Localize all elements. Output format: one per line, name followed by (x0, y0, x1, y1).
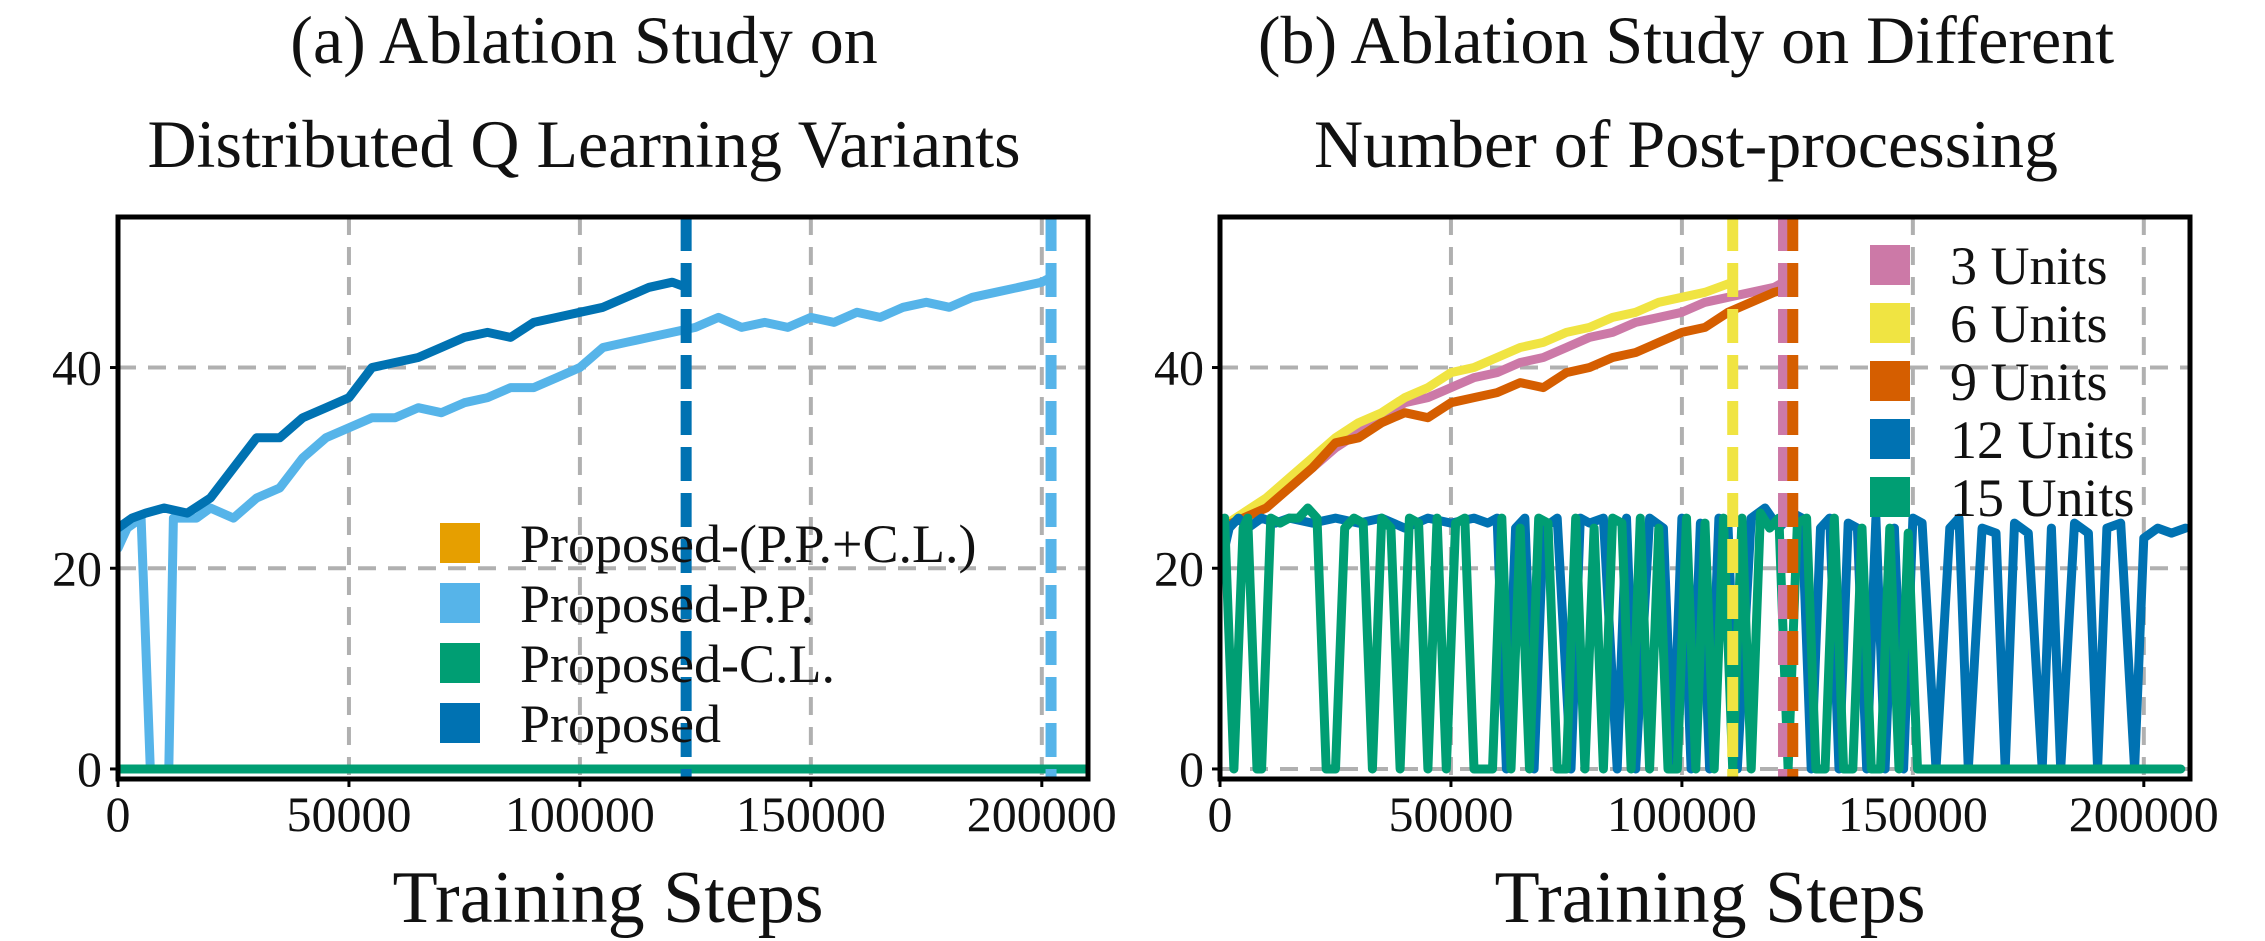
chart-b-x-tick-label: 150000 (1838, 786, 1988, 842)
chart-a-xlabel: Training Steps (392, 857, 823, 939)
chart-b-series-line-9-units (1220, 282, 1798, 533)
chart-b-xlabel: Training Steps (1494, 857, 1925, 939)
chart-b-axes-frame (1217, 214, 2193, 782)
chart-b-legend-swatch-9-units (1870, 361, 1910, 401)
chart-b-x-tick-label: 0 (1208, 786, 1233, 842)
chart-b-plot-area (1220, 217, 2190, 779)
chart-b-title-line-2: Number of Post-processing (1314, 106, 2058, 182)
chart-a-y-tick-label: 20 (52, 540, 102, 596)
chart-b-series-line-6-units (1220, 277, 1738, 533)
panel-a: (a) Ablation Study on Distributed Q Lear… (52, 2, 1117, 939)
chart-a-plot-area (118, 217, 1088, 779)
chart-a-series-line-proposed-p-p (118, 272, 1056, 774)
chart-b-legend-label-15-units: 15 Units (1950, 468, 2135, 528)
chart-a-axes-frame (115, 214, 1091, 782)
chart-a-legend-label-proposed-c-l: Proposed-C.L. (520, 634, 835, 694)
chart-b-legend-label-12-units: 12 Units (1950, 410, 2135, 470)
chart-b-title-line-1: (b) Ablation Study on Different (1258, 2, 2114, 78)
chart-a-y-tick-label: 0 (77, 741, 102, 797)
chart-a-legend-swatch-proposed-p-p (440, 583, 480, 623)
chart-a-x-tick-label: 100000 (505, 786, 655, 842)
chart-b-x-tick-label: 100000 (1607, 786, 1757, 842)
chart-b-y-tick-label: 40 (1154, 340, 1204, 396)
chart-b-y-tick-label: 0 (1179, 741, 1204, 797)
chart-b-legend-label-6-units: 6 Units (1950, 294, 2108, 354)
chart-b-legend-swatch-12-units (1870, 419, 1910, 459)
chart-b-x-tick-label: 200000 (2069, 786, 2219, 842)
chart-a-x-tick-label: 200000 (967, 786, 1117, 842)
chart-b-legend-swatch-6-units (1870, 303, 1910, 343)
chart-a-legend-label-proposed-p-p: Proposed-P.P. (520, 574, 814, 634)
chart-a-title-line-2: Distributed Q Learning Variants (147, 106, 1020, 182)
chart-b-x-tick-label: 50000 (1388, 786, 1513, 842)
chart-b-series-line-3-units (1220, 277, 1788, 533)
chart-b-legend-swatch-15-units (1870, 477, 1910, 517)
chart-a-title-line-1: (a) Ablation Study on (290, 2, 877, 78)
chart-b-series-line-15-units (1220, 503, 2186, 774)
chart-b-legend-swatch-3-units (1870, 245, 1910, 285)
chart-a-y-tick-label: 40 (52, 340, 102, 396)
chart-b-legend-label-9-units: 9 Units (1950, 352, 2108, 412)
chart-a-x-tick-label: 0 (106, 786, 131, 842)
chart-a-legend-label-proposed-p-p-c-l: Proposed-(P.P.+C.L.) (520, 514, 977, 574)
chart-a-legend-swatch-proposed-p-p-c-l (440, 523, 480, 563)
chart-a-x-tick-label: 50000 (286, 786, 411, 842)
panel-b: (b) Ablation Study on Different Number o… (1154, 2, 2219, 939)
chart-a-legend: Proposed-(P.P.+C.L.)Proposed-P.P.Propose… (440, 514, 977, 754)
chart-a-legend-label-proposed: Proposed (520, 694, 721, 754)
chart-a-x-tick-label: 150000 (736, 786, 886, 842)
chart-a-legend-swatch-proposed (440, 703, 480, 743)
chart-b-legend-label-3-units: 3 Units (1950, 236, 2108, 296)
chart-a-series-line-proposed (118, 277, 691, 533)
chart-b-y-tick-label: 20 (1154, 540, 1204, 596)
chart-a-legend-swatch-proposed-c-l (440, 643, 480, 683)
